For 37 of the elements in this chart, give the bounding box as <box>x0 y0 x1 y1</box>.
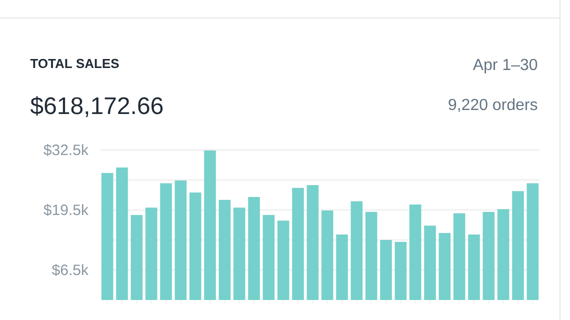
bar <box>424 226 436 300</box>
bar <box>512 191 524 300</box>
chart-title: TOTAL SALES <box>30 58 119 68</box>
text: 9,220 orders <box>448 98 538 112</box>
bar <box>321 210 334 300</box>
bar <box>526 183 539 300</box>
bar <box>233 208 246 300</box>
bar <box>380 240 392 300</box>
bar <box>145 208 158 300</box>
bar <box>130 215 143 300</box>
bar <box>336 234 348 300</box>
bar <box>409 204 422 300</box>
bar <box>174 180 187 300</box>
bar <box>497 209 510 300</box>
text: Apr 1–30 <box>472 58 538 74</box>
bar <box>292 188 304 300</box>
bar <box>438 233 451 300</box>
bar <box>365 212 378 300</box>
bar <box>116 168 128 300</box>
bar <box>204 150 216 300</box>
bar <box>218 200 231 300</box>
bar <box>306 185 319 300</box>
bar <box>394 242 407 300</box>
bar <box>101 173 114 300</box>
bar <box>482 212 495 300</box>
bar <box>248 197 260 300</box>
bar <box>453 213 466 300</box>
y-tick-label: $32.5k <box>44 144 88 156</box>
bar <box>468 234 480 300</box>
bar <box>277 220 290 300</box>
y-tick-label: $19.5k <box>44 204 88 216</box>
bar <box>160 183 172 300</box>
bar <box>262 215 275 300</box>
bar <box>189 192 202 300</box>
y-tick-label: $6.5k <box>52 264 88 276</box>
bar <box>350 201 363 300</box>
chart-subtitle: $618,172.66 <box>30 96 163 118</box>
